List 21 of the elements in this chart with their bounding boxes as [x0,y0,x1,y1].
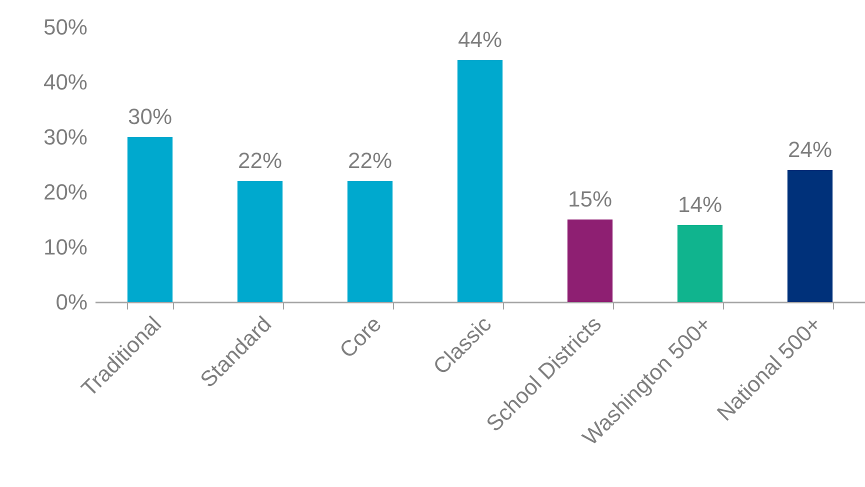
bar [237,181,283,302]
bar [787,170,833,302]
data-label: 30% [128,104,172,129]
bar [677,225,723,302]
y-tick-label: 50% [43,14,88,40]
x-tick-label: Core [334,311,386,363]
data-label: 15% [568,186,612,212]
bar [457,60,503,302]
data-label: 22% [238,148,282,173]
y-tick-label: 10% [43,234,88,260]
y-tick-label: 0% [56,290,88,314]
bar [567,220,613,302]
y-tick-label: 20% [43,180,88,204]
bar [347,181,393,302]
data-label: 22% [348,148,392,173]
data-label: 14% [678,192,722,217]
bar [127,137,173,302]
data-label: 24% [788,137,832,162]
data-label: 44% [458,27,502,52]
y-tick-label: 30% [43,124,88,150]
y-tick-label: 40% [43,70,88,94]
